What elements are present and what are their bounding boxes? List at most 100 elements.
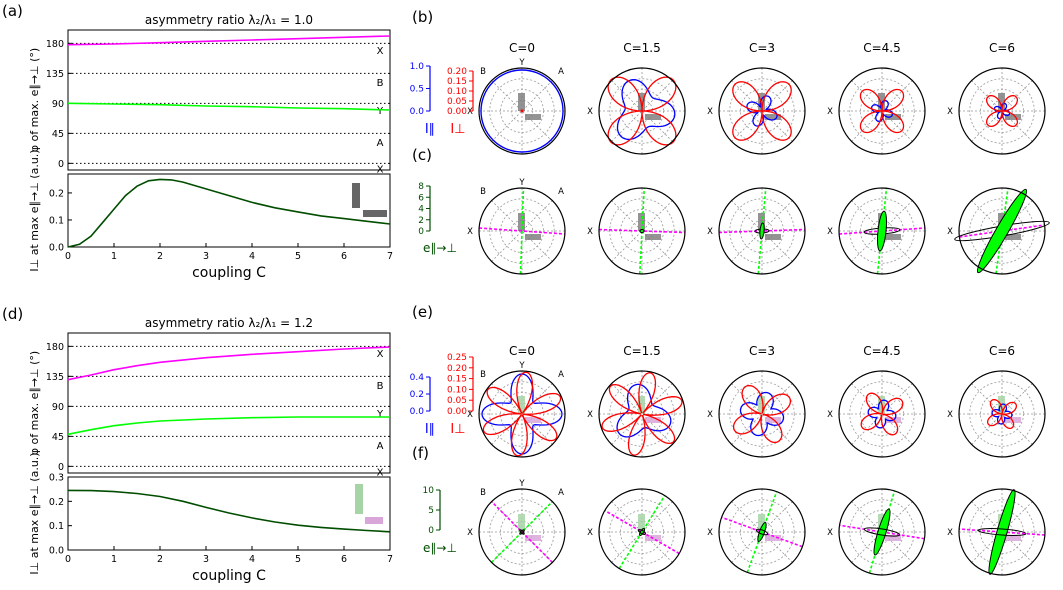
rod-marker (885, 114, 901, 120)
polar-c-0: Y B A X (467, 178, 566, 275)
polar-e-1: C=1.5 X (587, 344, 686, 458)
enhancement-lobe (519, 529, 525, 535)
scale-tick-label: 0.10 (447, 87, 467, 97)
perp-intensity (607, 76, 677, 146)
y-tick-label: 90 (52, 402, 64, 413)
enhancement-lobe (639, 528, 645, 536)
polar-ring (849, 78, 915, 144)
enhancement-lobe (873, 508, 891, 556)
scale-tick-label: 0.05 (447, 396, 467, 406)
polar-e-0: C=0 Y B A X (467, 344, 566, 458)
polar-ring (729, 198, 795, 264)
y-tick-label: 0.0 (49, 243, 64, 254)
parallel-intensity (746, 95, 778, 127)
chart-a-bottom: 0.0 0.1 0.2 0 1 2 3 4 5 6 7 I⊥ at max e∥→⊥ (a.u.) co… (28, 149, 393, 281)
y-tick-label: 180 (46, 342, 64, 353)
direction-label: X (947, 107, 953, 117)
rod-marker (1005, 417, 1021, 423)
rod-marker (765, 535, 781, 541)
rod-marker (645, 114, 661, 120)
y-tick-label: 0.1 (49, 521, 64, 532)
direction-label: X (377, 165, 384, 176)
panel-label-c: (c) (412, 146, 432, 164)
polar-grid: C=0 Y B A X C=1.5 X C=3 X C=4.5 X C=6 X Y B A X X X X X C=0 Y B… (467, 41, 1050, 576)
scale-label: I∥ (425, 422, 435, 437)
max-direction-line (519, 187, 525, 275)
direction-label: Y (518, 178, 525, 188)
parallel-intensity (616, 383, 672, 438)
direction-label: Y (518, 361, 525, 371)
column-title: C=4.5 (863, 344, 901, 358)
rod-marker (352, 183, 360, 208)
direction-label: B (480, 488, 486, 498)
rod-marker (645, 417, 661, 423)
series-line (67, 35, 391, 46)
x-tick-label: 3 (203, 251, 209, 262)
enhancement-lobe (519, 529, 525, 535)
polar-ring (849, 499, 915, 565)
direction-label: B (377, 78, 384, 89)
rod-marker (638, 514, 645, 532)
rod-marker (1005, 234, 1021, 240)
y-tick-label: 0.0 (49, 546, 64, 557)
parallel-intensity (871, 100, 893, 122)
polar-frame (838, 488, 926, 576)
x-tick-label: 4 (249, 554, 255, 565)
x-tick-label: 3 (203, 554, 209, 565)
polar-f-0: Y B A X (467, 479, 566, 576)
rod-marker (998, 93, 1005, 111)
scale-tick-label: 4 (418, 205, 424, 215)
polar-e-3: C=4.5 X (827, 344, 926, 458)
direction-label: X (467, 528, 473, 538)
direction-label: B (480, 67, 486, 77)
x-tick-label: 6 (341, 554, 347, 565)
direction-label: X (377, 46, 384, 57)
parallel-intensity (480, 69, 564, 153)
polar-ring (969, 198, 1035, 264)
polar-frame (478, 67, 566, 155)
polar-frame (478, 488, 566, 576)
polar-ring (729, 78, 795, 144)
scale-tick-label: 10 (423, 486, 435, 496)
direction-label: X (467, 107, 473, 117)
enhancement-lobe (977, 528, 1027, 536)
polar-ring (969, 78, 1035, 144)
scale-tick-label: 0.20 (447, 67, 467, 77)
rod-marker (355, 484, 363, 514)
direction-label: X (827, 107, 833, 117)
rod-marker (525, 417, 541, 423)
perp-intensity (860, 392, 904, 436)
chart-title: asymmetry ratio λ₂/λ₁ = 1.0 (145, 13, 313, 27)
polar-ring (489, 198, 555, 264)
polar-frame (958, 370, 1046, 458)
x-tick-label: 0 (65, 251, 71, 262)
scale-tick-label: 2 (418, 216, 424, 226)
enhancement-lobe (863, 527, 901, 537)
scale-tick-label: 1.0 (410, 62, 425, 72)
x-tick-label: 7 (387, 554, 393, 565)
polar-frame (478, 187, 566, 275)
perp-intensity (986, 398, 1018, 430)
polar-ring (849, 198, 915, 264)
scale-tick-label: 0.0 (410, 107, 425, 117)
rod-marker (525, 114, 541, 120)
rod-marker (518, 93, 525, 111)
direction-label: X (827, 528, 833, 538)
polar-frame (958, 488, 1046, 576)
polar-ring (489, 78, 555, 144)
polar-ring (969, 381, 1035, 447)
x-tick-label: 2 (157, 554, 163, 565)
scale-perp-e: 0.000.050.100.150.200.25 (447, 353, 474, 417)
x-tick-label: 5 (295, 251, 301, 262)
polar-e-4: C=6 X (947, 344, 1046, 458)
scale-tick-label: 0.05 (447, 97, 467, 107)
direction-label: X (587, 227, 593, 237)
scale-tick-label: 0.0 (410, 407, 425, 417)
x-axis-label: coupling C (192, 265, 266, 281)
rod-marker (365, 517, 383, 524)
column-title: C=0 (509, 344, 535, 358)
direction-label: Y (376, 106, 384, 117)
scale-bars: 0.00.51.00.000.050.100.150.20I∥ I⊥02468e∥… (410, 62, 474, 555)
direction-label: X (587, 107, 593, 117)
